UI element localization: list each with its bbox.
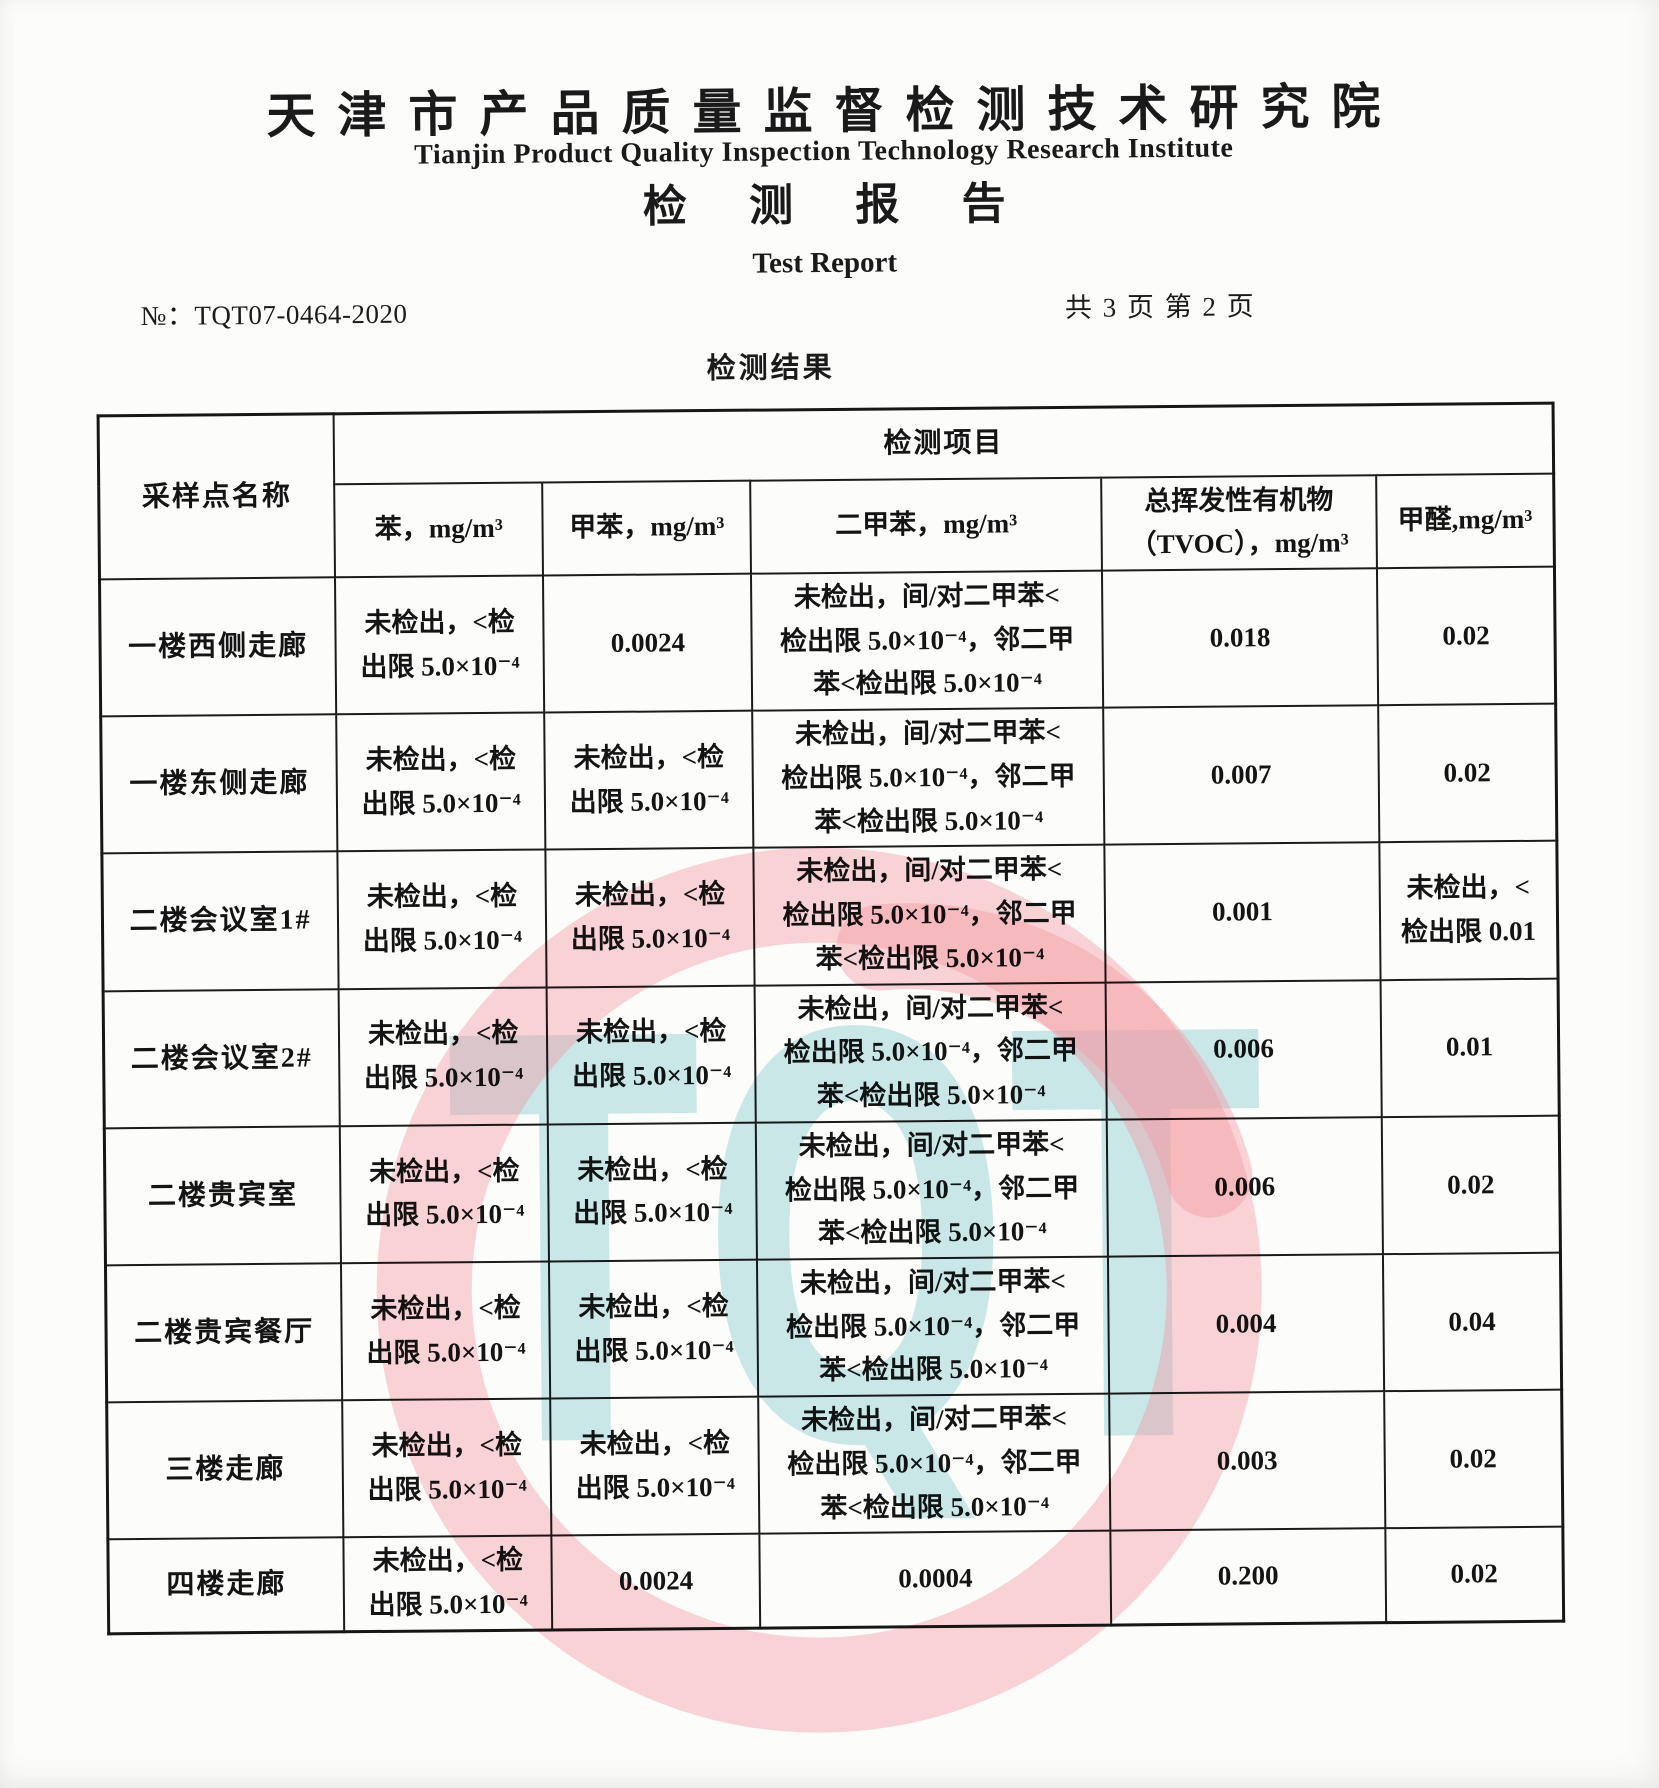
cell-formaldehyde: 0.04 xyxy=(1382,1252,1562,1392)
cell-toluene: 未检出，<检 出限 5.0×10⁻⁴ xyxy=(546,985,757,1125)
table-row: 一楼东侧走廊 未检出，<检 出限 5.0×10⁻⁴ 未检出，<检 出限 5.0×… xyxy=(100,703,1557,854)
table-row: 二楼贵宾室 未检出，<检 出限 5.0×10⁻⁴ 未检出，<检 出限 5.0×1… xyxy=(104,1115,1561,1266)
cell-toluene: 0.0024 xyxy=(551,1534,761,1630)
report-title-en: Test Report xyxy=(752,246,898,280)
table-row: 二楼贵宾餐厅 未检出，<检 出限 5.0×10⁻⁴ 未检出，<检 出限 5.0×… xyxy=(105,1252,1562,1403)
cell-formaldehyde: 0.02 xyxy=(1381,1115,1561,1255)
cell-tvoc: 0.003 xyxy=(1109,1391,1386,1531)
cell-toluene: 未检出，<检 出限 5.0×10⁻⁴ xyxy=(544,710,754,850)
column-group-header-test-items: 检测项目 xyxy=(333,403,1554,484)
report-number-value: TQT07-0464-2020 xyxy=(194,298,408,331)
results-table-body: 一楼西侧走廊 未检出，<检 出限 5.0×10⁻⁴ 0.0024 未检出，间/对… xyxy=(99,566,1564,1634)
cell-xylene: 未检出，间/对二甲苯< 检出限 5.0×10⁻⁴，邻二甲 苯<检出限 5.0×1… xyxy=(757,1256,1110,1397)
cell-formaldehyde: 0.02 xyxy=(1376,566,1556,706)
cell-sampling-point: 四楼走廊 xyxy=(107,1537,345,1634)
table-row: 一楼西侧走廊 未检出，<检 出限 5.0×10⁻⁴ 0.0024 未检出，间/对… xyxy=(99,566,1556,717)
header-row-group: 采样点名称 检测项目 xyxy=(98,403,1554,580)
cell-formaldehyde: 0.02 xyxy=(1384,1389,1563,1529)
table-row: 四楼走廊 未检出，<检 出限 5.0×10⁻⁴ 0.0024 0.0004 0.… xyxy=(107,1527,1564,1634)
cell-formaldehyde: 0.02 xyxy=(1385,1527,1564,1623)
report-title-cn: 检 测 报 告 xyxy=(642,179,1031,232)
cell-xylene: 未检出，间/对二甲苯< 检出限 5.0×10⁻⁴，邻二甲 苯<检出限 5.0×1… xyxy=(753,844,1106,986)
cell-benzene: 未检出，<检 出限 5.0×10⁻⁴ xyxy=(341,1261,551,1401)
column-header-tvoc: 总挥发性有机物 （TVOC），mg/m³ xyxy=(1101,474,1377,571)
report-number: №：TQT07-0464-2020 xyxy=(141,292,408,333)
cell-sampling-point: 二楼会议室2# xyxy=(103,988,340,1129)
table-row: 三楼走廊 未检出，<检 出限 5.0×10⁻⁴ 未检出，<检 出限 5.0×10… xyxy=(106,1389,1563,1540)
table-row: 二楼会议室1# 未检出，<检 出限 5.0×10⁻⁴ 未检出，<检 出限 5.0… xyxy=(101,841,1559,991)
column-header-xylene: 二甲苯，mg/m³ xyxy=(750,477,1102,574)
cell-benzene: 未检出，<检 出限 5.0×10⁻⁴ xyxy=(336,712,546,852)
cell-tvoc: 0.018 xyxy=(1101,568,1379,708)
cell-toluene: 未检出，<检 出限 5.0×10⁻⁴ xyxy=(550,1396,760,1536)
results-table: 采样点名称 检测项目 苯，mg/m³ 甲苯，mg/m³ 二甲苯，mg/m³ 总挥… xyxy=(96,401,1566,1636)
cell-xylene: 未检出，间/对二甲苯< 检出限 5.0×10⁻⁴，邻二甲 苯<检出限 5.0×1… xyxy=(752,707,1105,849)
cell-tvoc: 0.006 xyxy=(1105,979,1382,1120)
section-title: 检测结果 xyxy=(706,351,835,386)
cell-xylene: 未检出，间/对二甲苯< 检出限 5.0×10⁻⁴，邻二甲 苯<检出限 5.0×1… xyxy=(751,570,1104,711)
table-row: 二楼会议室2# 未检出，<检 出限 5.0×10⁻⁴ 未检出，<检 出限 5.0… xyxy=(103,978,1560,1129)
cell-tvoc: 0.200 xyxy=(1110,1528,1387,1625)
cell-xylene: 未检出，间/对二甲苯< 检出限 5.0×10⁻⁴，邻二甲 苯<检出限 5.0×1… xyxy=(758,1393,1111,1535)
cell-benzene: 未检出，<检 出限 5.0×10⁻⁴ xyxy=(342,1398,552,1538)
page-indicator: 共 3 页 第 2 页 xyxy=(1064,291,1256,323)
cell-formaldehyde: 0.02 xyxy=(1378,703,1557,843)
cell-xylene: 未检出，间/对二甲苯< 检出限 5.0×10⁻⁴，邻二甲 苯<检出限 5.0×1… xyxy=(756,1119,1108,1260)
cell-tvoc: 0.007 xyxy=(1103,705,1380,845)
cell-sampling-point: 二楼贵宾餐厅 xyxy=(105,1263,343,1403)
meta-row: №：TQT07-0464-2020 共 3 页 第 2 页 xyxy=(0,281,1655,331)
cell-xylene: 未检出，间/对二甲苯< 检出限 5.0×10⁻⁴，邻二甲 苯<检出限 5.0×1… xyxy=(754,982,1107,1123)
cell-formaldehyde: 未检出，< 检出限 0.01 xyxy=(1379,841,1559,980)
cell-benzene: 未检出，<检 出限 5.0×10⁻⁴ xyxy=(337,849,547,989)
cell-sampling-point: 二楼贵宾室 xyxy=(104,1126,342,1266)
column-header-formaldehyde: 甲醛,mg/m³ xyxy=(1376,473,1555,569)
column-header-sampling-point: 采样点名称 xyxy=(98,413,336,580)
cell-toluene: 未检出，<检 出限 5.0×10⁻⁴ xyxy=(548,1122,758,1262)
cell-sampling-point: 一楼西侧走廊 xyxy=(99,577,337,717)
cell-sampling-point: 一楼东侧走廊 xyxy=(100,714,338,854)
cell-toluene: 未检出，<检 出限 5.0×10⁻⁴ xyxy=(549,1259,759,1399)
cell-benzene: 未检出，<检 出限 5.0×10⁻⁴ xyxy=(343,1535,553,1632)
cell-xylene: 0.0004 xyxy=(759,1530,1112,1628)
column-header-benzene: 苯，mg/m³ xyxy=(334,481,544,578)
cell-sampling-point: 三楼走廊 xyxy=(106,1400,344,1540)
cell-tvoc: 0.006 xyxy=(1106,1116,1383,1257)
cell-benzene: 未检出，<检 出限 5.0×10⁻⁴ xyxy=(335,575,545,715)
cell-formaldehyde: 0.01 xyxy=(1380,978,1560,1117)
cell-toluene: 0.0024 xyxy=(543,573,753,713)
cell-benzene: 未检出，<检 出限 5.0×10⁻⁴ xyxy=(338,987,549,1127)
column-header-toluene: 甲苯，mg/m³ xyxy=(542,480,752,576)
cell-sampling-point: 二楼会议室1# xyxy=(101,851,339,991)
cell-tvoc: 0.004 xyxy=(1107,1254,1385,1394)
report-number-label: №： xyxy=(140,300,195,331)
cell-tvoc: 0.001 xyxy=(1104,842,1381,983)
cell-benzene: 未检出，<检 出限 5.0×10⁻⁴ xyxy=(339,1124,550,1264)
cell-toluene: 未检出，<检 出限 5.0×10⁻⁴ xyxy=(545,848,755,988)
